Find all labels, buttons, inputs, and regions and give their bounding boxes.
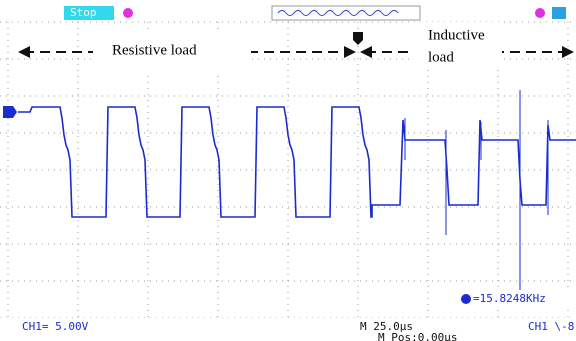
icon: [461, 294, 471, 304]
oscilloscope-screen: Stop Resistive load Inductive load =15.8…: [0, 0, 576, 341]
icon: [535, 8, 545, 18]
resistive-label: Resistive load: [112, 42, 197, 58]
position: M Pos:0.00μs: [378, 331, 457, 341]
inductive-label: load: [428, 49, 454, 65]
icon: [123, 8, 133, 18]
icon: [552, 7, 566, 19]
inductive-label: Inductive: [428, 27, 485, 43]
status: Stop: [70, 6, 97, 19]
channel-scale: CH1= 5.00V: [22, 320, 89, 333]
frequency: =15.8248KHz: [473, 292, 546, 305]
trigger-setting: CH1 \-8: [528, 320, 574, 333]
